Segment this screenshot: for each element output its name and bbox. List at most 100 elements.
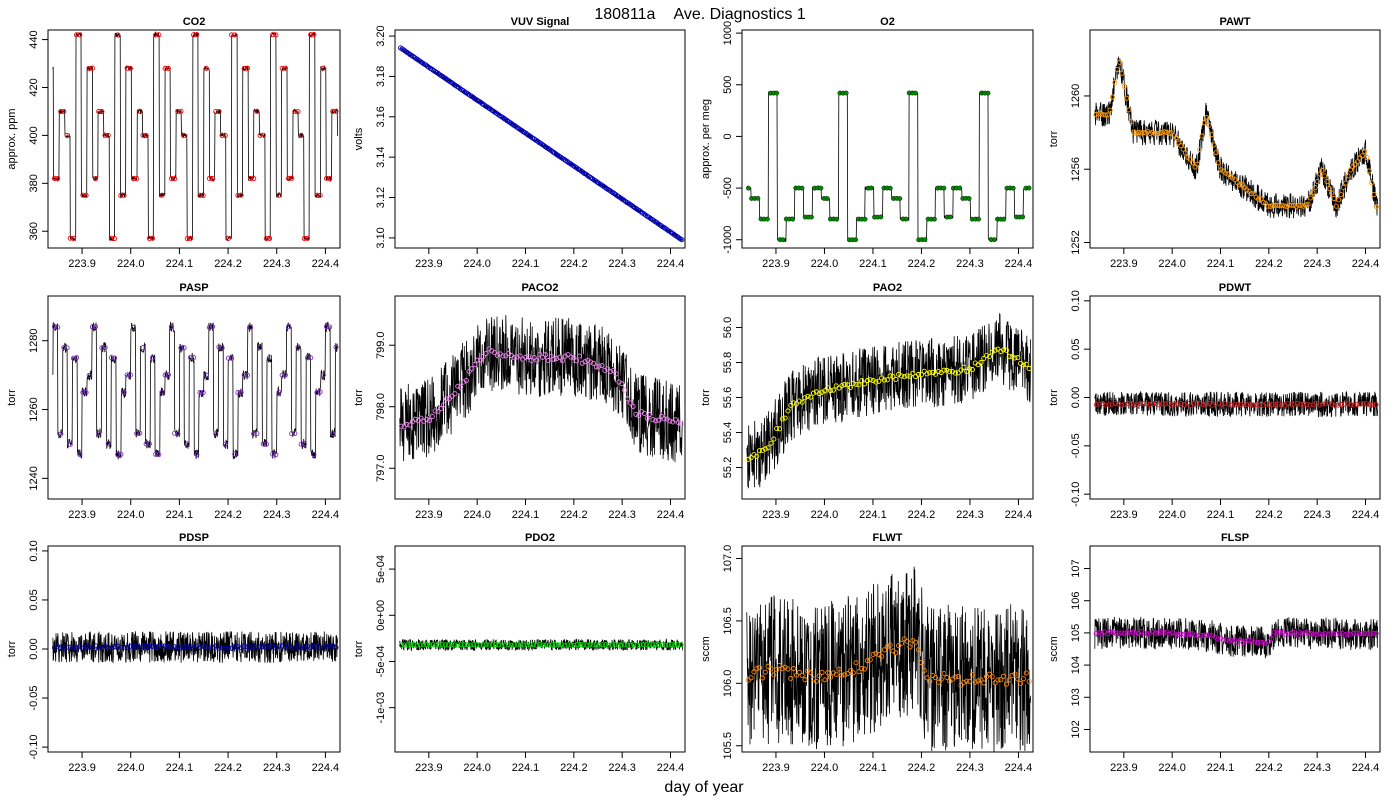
- average-point: [850, 670, 856, 676]
- average-point: [216, 645, 222, 651]
- average-point: [859, 665, 865, 672]
- raw-series-line-paco2: [399, 315, 683, 463]
- average-point: [593, 364, 599, 370]
- average-point: [320, 372, 326, 378]
- average-point: [1167, 631, 1173, 637]
- average-point: [1373, 204, 1379, 210]
- average-point: [887, 185, 893, 191]
- average-point: [1316, 402, 1323, 408]
- average-point: [452, 642, 458, 648]
- average-point: [924, 675, 930, 681]
- average-point: [172, 644, 178, 650]
- average-point: [241, 372, 247, 378]
- x-tick-label: 224.0: [811, 762, 839, 774]
- average-point: [466, 368, 472, 375]
- average-point: [884, 644, 890, 650]
- average-point: [647, 642, 653, 648]
- average-point: [1124, 630, 1130, 636]
- raw-series-line-pawt: [1094, 56, 1378, 219]
- average-point: [1155, 630, 1162, 636]
- x-tick-label: 224.4: [1005, 509, 1033, 521]
- panel-title-co2: CO2: [183, 16, 206, 28]
- average-point: [1317, 171, 1323, 177]
- average-point: [112, 355, 118, 361]
- average-point: [754, 453, 760, 459]
- panel-pasp: PASP torr 223.9 224.0 224.1 224.2 224.3 224.4 12…: [6, 282, 341, 521]
- average-point: [518, 642, 524, 648]
- average-point: [904, 638, 910, 644]
- average-point: [1116, 630, 1122, 636]
- average-point: [102, 643, 108, 649]
- average-point: [232, 32, 238, 38]
- average-point: [523, 354, 529, 360]
- average-point: [216, 344, 222, 350]
- average-point: [1331, 631, 1337, 637]
- average-point: [458, 384, 464, 390]
- average-point: [790, 216, 795, 222]
- average-point: [285, 175, 292, 181]
- average-point: [260, 643, 266, 649]
- average-point: [301, 441, 307, 447]
- average-point: [222, 645, 228, 651]
- average-point: [64, 644, 70, 650]
- average-point: [521, 642, 527, 648]
- plot-frame-co2: [47, 29, 341, 249]
- y-tick-label: 56.0: [722, 317, 734, 338]
- average-point: [191, 32, 197, 38]
- average-point: [1103, 402, 1109, 408]
- average-point: [417, 642, 423, 648]
- average-point: [992, 680, 998, 686]
- average-point: [203, 65, 209, 71]
- average-point: [496, 642, 502, 648]
- average-point: [514, 354, 520, 360]
- panel-title-flsp: FLSP: [1221, 532, 1249, 544]
- y-axis-label-pawt: torr: [1048, 130, 1060, 147]
- average-point: [460, 379, 467, 385]
- x-tick-label: 223.9: [415, 258, 443, 270]
- panel-pdo2: PDO2 torr 223.9 224.0 224.1 224.2 224.3 224.4 -1…: [353, 532, 686, 774]
- average-point: [282, 644, 288, 650]
- x-tick-label: 224.3: [956, 762, 984, 774]
- y-tick-label: 3.18: [375, 66, 387, 87]
- average-point: [494, 352, 500, 359]
- average-point: [175, 108, 181, 115]
- average-point: [618, 642, 624, 648]
- average-point: [317, 389, 323, 395]
- average-point: [96, 108, 102, 115]
- average-point: [77, 32, 83, 38]
- average-point: [1288, 401, 1294, 407]
- average-point: [472, 362, 478, 368]
- average-point: [1154, 130, 1160, 136]
- average-point: [320, 65, 326, 71]
- average-point: [1373, 402, 1379, 408]
- average-point: [1265, 203, 1271, 209]
- average-point: [1195, 633, 1201, 639]
- average-point: [590, 360, 597, 366]
- y-tick-label: 103: [1070, 688, 1082, 706]
- average-point: [1298, 202, 1304, 208]
- average-point: [257, 644, 263, 650]
- average-point: [1197, 146, 1203, 153]
- average-point: [808, 394, 814, 400]
- average-point: [1283, 631, 1289, 637]
- average-point: [791, 665, 797, 672]
- average-point: [839, 672, 845, 678]
- average-point: [197, 390, 203, 396]
- y-axis-label-flsp: sccm: [1048, 636, 1060, 662]
- average-point: [1106, 402, 1112, 408]
- y-tick-label: 3.20: [375, 25, 387, 46]
- x-tick-label: 224.4: [312, 509, 340, 521]
- average-point: [134, 430, 140, 436]
- average-point: [1184, 631, 1190, 637]
- average-point: [251, 431, 257, 437]
- average-point: [1252, 639, 1258, 645]
- average-point: [463, 377, 469, 384]
- y-tick-label: 55.2: [722, 457, 734, 478]
- average-point: [238, 389, 244, 395]
- average-point: [156, 643, 162, 649]
- average-point: [913, 639, 919, 645]
- average-point: [70, 235, 76, 241]
- average-point: [1311, 631, 1317, 637]
- average-point: [1251, 191, 1257, 197]
- average-point: [203, 372, 209, 378]
